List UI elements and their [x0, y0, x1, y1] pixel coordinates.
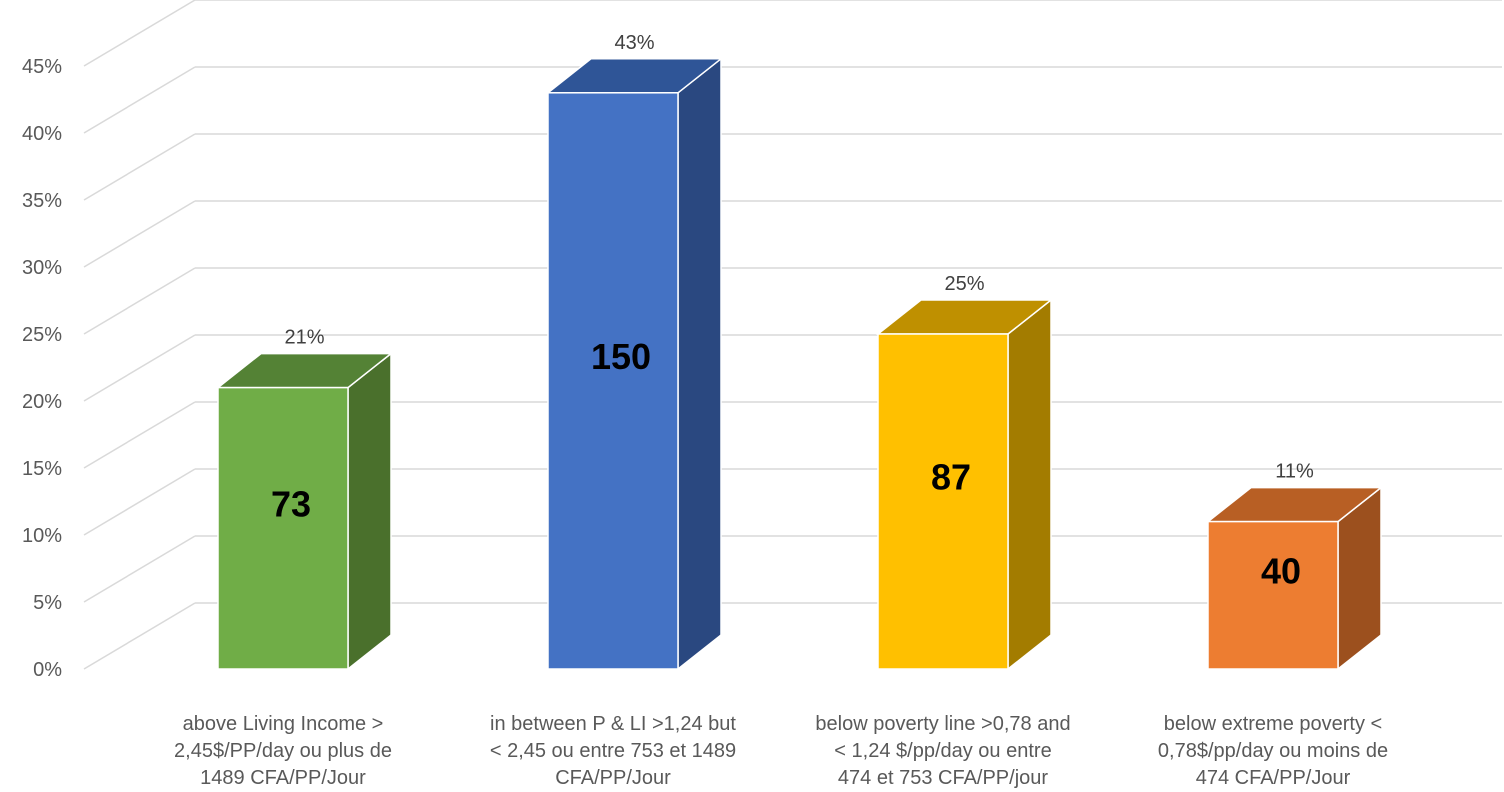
- bar-side-face: [1007, 298, 1052, 671]
- percent-data-label: 11%: [1275, 461, 1314, 483]
- gridline-diagonal: [83, 66, 196, 134]
- bar: 43% 150: [545, 32, 724, 671]
- bar: 11% 40: [1205, 461, 1384, 671]
- bar: 25% 87: [875, 273, 1054, 671]
- y-tick-label: 10%: [22, 525, 62, 547]
- x-category-label-line: 2,45$/PP/day ou plus de: [174, 740, 392, 762]
- bar-front-face: [1207, 520, 1339, 670]
- bar-side-face: [677, 57, 722, 671]
- y-tick-label: 30%: [22, 257, 62, 279]
- y-tick-label: 15%: [22, 458, 62, 480]
- percent-data-label: 43%: [614, 32, 654, 54]
- gridline-diagonal: [83, 133, 196, 201]
- y-axis: 0% 5% 10% 15% 20% 25% 30% 35% 40% 45%: [22, 56, 62, 681]
- y-tick-label: 20%: [22, 391, 62, 413]
- x-category-label-line: 474 CFA/PP/Jour: [1196, 767, 1351, 789]
- bar-front-face: [547, 92, 679, 670]
- x-category-label-line: 0,78$/pp/day ou moins de: [1158, 740, 1388, 762]
- y-tick-label: 35%: [22, 190, 62, 212]
- x-category-label-line: < 2,45 ou entre 753 et 1489: [490, 740, 736, 762]
- gridline-diagonal: [83, 602, 196, 670]
- bars: 21% 73 43% 150 25% 87 11% 40: [215, 32, 1384, 671]
- count-data-label: 40: [1261, 550, 1301, 591]
- x-category-label-line: 1489 CFA/PP/Jour: [200, 767, 366, 789]
- y-tick-label: 45%: [22, 56, 62, 78]
- percent-data-label: 21%: [284, 327, 324, 349]
- gridline-diagonal: [83, 200, 196, 268]
- gridline-diagonal: [83, 401, 196, 469]
- x-category-label-line: above Living Income >: [183, 713, 384, 735]
- x-category-label-line: in between P & LI >1,24 but: [490, 713, 736, 735]
- x-category-label: above Living Income > 2,45$/PP/day ou plu…: [174, 713, 392, 789]
- x-category-label-line: below poverty line >0,78 and: [815, 713, 1070, 735]
- x-category-label-line: below extreme poverty <: [1164, 713, 1382, 735]
- percent-data-label: 25%: [944, 273, 984, 295]
- x-axis: above Living Income > 2,45$/PP/day ou plu…: [174, 713, 1388, 789]
- y-tick-label: 0%: [33, 659, 62, 681]
- x-category-label: in between P & LI >1,24 but < 2,45 ou ent…: [490, 713, 737, 789]
- x-category-label: below poverty line >0,78 and < 1,24 $/pp/…: [815, 713, 1070, 789]
- x-category-label-line: CFA/PP/Jour: [555, 767, 671, 789]
- gridlines: [83, 0, 1502, 670]
- count-data-label: 87: [931, 457, 971, 498]
- x-category-label-line: 474 et 753 CFA/PP/jour: [838, 767, 1048, 789]
- bar-front-face: [877, 333, 1009, 670]
- y-tick-label: 40%: [22, 123, 62, 145]
- bar: 21% 73: [215, 327, 394, 671]
- x-category-label: below extreme poverty < 0,78$/pp/day ou m…: [1158, 713, 1388, 789]
- gridline-diagonal: [83, 468, 196, 536]
- count-data-label: 73: [271, 483, 311, 524]
- gridline-diagonal: [83, 535, 196, 603]
- count-data-label: 150: [591, 336, 651, 377]
- y-tick-label: 25%: [22, 324, 62, 346]
- gridline-diagonal: [83, 0, 196, 67]
- gridline-diagonal: [83, 334, 196, 402]
- bar-side-face: [347, 352, 392, 671]
- x-category-label-line: < 1,24 $/pp/day ou entre: [834, 740, 1051, 762]
- gridline-diagonal: [83, 267, 196, 335]
- bar-front-face: [217, 386, 349, 670]
- y-tick-label: 5%: [33, 592, 62, 614]
